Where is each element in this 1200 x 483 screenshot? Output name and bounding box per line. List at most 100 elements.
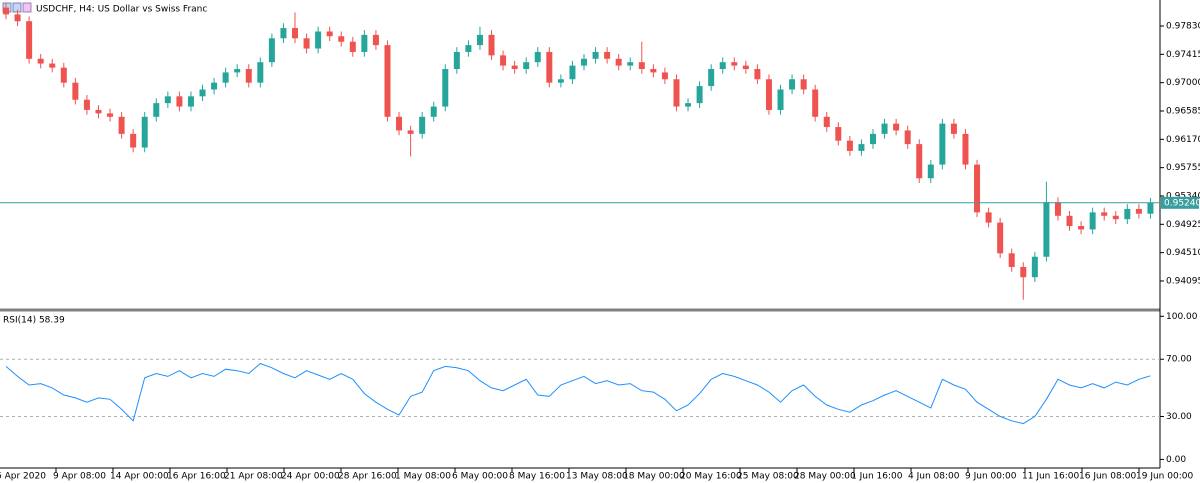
candle-body bbox=[870, 133, 876, 145]
indicator-title: RSI(14) 58.39 bbox=[3, 316, 65, 326]
candle-body bbox=[257, 62, 264, 83]
candle-body bbox=[1008, 253, 1015, 267]
candle-body bbox=[800, 79, 807, 90]
candle-body bbox=[500, 55, 507, 66]
candle-body bbox=[511, 65, 518, 70]
candle-body bbox=[1101, 212, 1108, 216]
x-tick-label: 25 May 08:00 bbox=[737, 472, 799, 482]
x-tick-label: 1 May 08:00 bbox=[395, 472, 451, 482]
candle-body bbox=[858, 144, 865, 151]
candle-body bbox=[60, 67, 67, 83]
y-tick-label: 100.00 bbox=[1166, 312, 1198, 322]
y-tick-label: 0.96170 bbox=[1166, 135, 1200, 145]
candle-body bbox=[83, 99, 90, 110]
x-tick-label: 19 Jun 00:00 bbox=[1136, 472, 1193, 482]
candle-body bbox=[476, 34, 483, 46]
candle-body bbox=[685, 103, 692, 107]
x-tick-label: 28 May 00:00 bbox=[794, 472, 856, 482]
candle-body bbox=[164, 96, 171, 104]
x-tick-label: 11 Jun 16:00 bbox=[1022, 472, 1079, 482]
candles bbox=[3, 2, 1154, 300]
candle-body bbox=[130, 133, 137, 148]
rsi-line bbox=[5, 362, 1151, 425]
x-tick-label: 28 Apr 16:00 bbox=[338, 472, 397, 482]
candle-body bbox=[372, 34, 379, 46]
y-tick-label: 0.94095 bbox=[1166, 276, 1200, 286]
x-tick-label: 21 Apr 08:00 bbox=[224, 472, 283, 482]
candle-body bbox=[95, 109, 102, 114]
chart-title: USDCHF, H4: US Dollar vs Swiss Franc bbox=[36, 5, 207, 15]
candle-body bbox=[523, 62, 530, 70]
candle-body bbox=[37, 58, 44, 64]
candle-body bbox=[1066, 215, 1073, 227]
candle-body bbox=[835, 127, 842, 141]
candle-body bbox=[893, 123, 900, 131]
candle-body bbox=[465, 45, 472, 52]
x-tick-label: 20 May 16:00 bbox=[680, 472, 742, 482]
y-tick-label: 0.95755 bbox=[1166, 163, 1200, 173]
y-tick-label: 0.95340 bbox=[1166, 191, 1200, 201]
candle-body bbox=[997, 222, 1004, 254]
candle-body bbox=[176, 96, 183, 107]
x-tick-label: 6 May 00:00 bbox=[452, 472, 508, 482]
icon[interactable] bbox=[22, 2, 32, 13]
candle-body bbox=[1147, 202, 1154, 214]
candle-body bbox=[731, 62, 738, 66]
candle-body bbox=[3, 7, 9, 15]
y-tick-label: 0.97000 bbox=[1166, 78, 1200, 88]
x-tick-label: 4 Jun 08:00 bbox=[908, 472, 960, 482]
candle-body bbox=[569, 65, 576, 80]
y-tick-label: 0.94510 bbox=[1166, 248, 1200, 258]
y-tick-label: 30.00 bbox=[1166, 412, 1192, 422]
icon[interactable] bbox=[12, 2, 22, 13]
current-price-label: 0.95240 bbox=[1164, 198, 1200, 208]
candle-body bbox=[916, 144, 923, 179]
candle-body bbox=[49, 63, 56, 68]
candle-body bbox=[349, 41, 356, 52]
y-tick-label: 0.96585 bbox=[1166, 106, 1200, 116]
candle-body bbox=[187, 96, 194, 107]
candle-body bbox=[1078, 226, 1085, 230]
candle-body bbox=[442, 69, 449, 107]
x-tick-label: 6 Apr 2020 bbox=[0, 472, 46, 482]
candle-body bbox=[303, 38, 310, 49]
x-tick-label: 13 May 08:00 bbox=[566, 472, 628, 482]
candle-body bbox=[581, 58, 587, 66]
candle-body bbox=[315, 31, 322, 49]
x-tick-label: 9 Apr 08:00 bbox=[53, 472, 106, 482]
candle-body bbox=[696, 86, 703, 104]
x-tick-label: 16 Apr 16:00 bbox=[167, 472, 226, 482]
candle-body bbox=[823, 116, 830, 128]
x-tick-label: 8 May 16:00 bbox=[509, 472, 565, 482]
candle-body bbox=[985, 212, 992, 223]
candle-body bbox=[754, 69, 761, 80]
candle-body bbox=[222, 72, 229, 83]
current-price-box bbox=[1161, 196, 1199, 209]
candle-body bbox=[326, 31, 333, 37]
candle-body bbox=[407, 130, 414, 134]
y-tick-label: 0.97415 bbox=[1166, 50, 1200, 60]
y-tick-label: 0.94925 bbox=[1166, 220, 1200, 230]
x-tick-label: 24 Apr 00:00 bbox=[281, 472, 340, 482]
x-tick-label: 14 Apr 00:00 bbox=[110, 472, 169, 482]
y-tick-label: 0.97830 bbox=[1166, 22, 1200, 32]
candle-body bbox=[211, 82, 218, 90]
candle-body bbox=[280, 28, 287, 39]
candle-body bbox=[777, 89, 784, 110]
candle-body bbox=[419, 116, 426, 134]
x-tick-label: 1 Jun 16:00 bbox=[851, 472, 903, 482]
candle-body bbox=[1054, 202, 1061, 216]
candle-body bbox=[430, 106, 437, 117]
candle-body bbox=[384, 45, 391, 117]
candle-body bbox=[939, 123, 946, 165]
candle-body bbox=[153, 103, 160, 117]
candle-body bbox=[199, 89, 206, 97]
candle-body bbox=[1043, 202, 1050, 257]
candle-body bbox=[661, 72, 668, 80]
candle-body bbox=[765, 79, 772, 110]
candle-body bbox=[927, 164, 934, 179]
candle-body bbox=[789, 79, 796, 90]
candle-body bbox=[950, 123, 957, 134]
candle-body bbox=[650, 69, 657, 73]
